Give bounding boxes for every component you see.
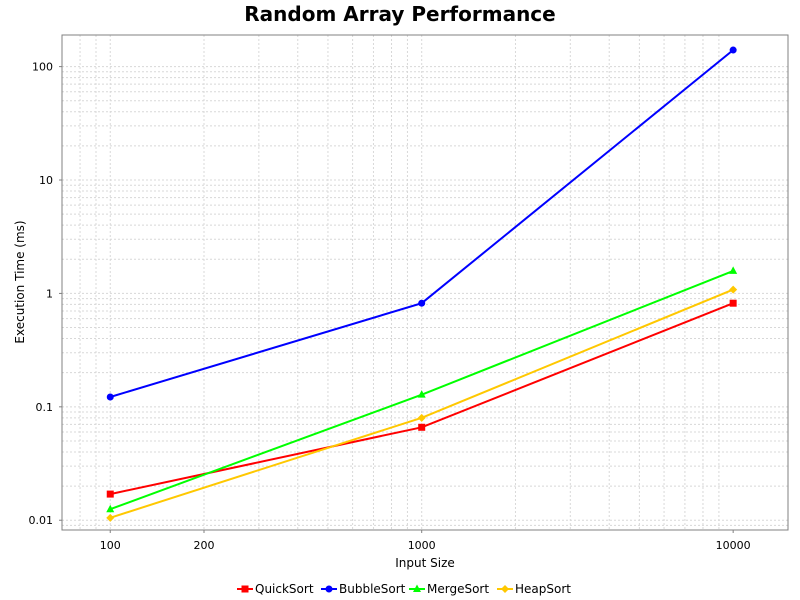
legend-label-heapsort: HeapSort bbox=[515, 582, 571, 596]
legend-item-bubblesort: BubbleSort bbox=[321, 582, 406, 596]
legend-marker-heapsort bbox=[501, 585, 509, 593]
legend-marker-quicksort bbox=[241, 585, 249, 593]
legend-item-quicksort: QuickSort bbox=[237, 582, 314, 596]
y-tick-label: 10 bbox=[39, 174, 53, 187]
data-point-quicksort bbox=[729, 299, 737, 307]
data-point-quicksort bbox=[418, 423, 426, 431]
x-tick-label: 200 bbox=[194, 539, 215, 552]
chart-title: Random Array Performance bbox=[244, 2, 555, 26]
data-point-mergesort bbox=[417, 390, 426, 398]
data-point-quicksort bbox=[106, 490, 114, 498]
y-tick-label: 1 bbox=[46, 287, 53, 300]
series-bubblesort bbox=[106, 46, 737, 401]
data-point-heapsort bbox=[417, 413, 426, 422]
data-point-bubblesort bbox=[418, 299, 426, 307]
y-tick-label: 0.01 bbox=[29, 514, 54, 527]
y-axis-ticks: 0.01 0.1 1 10 100 bbox=[29, 61, 62, 527]
plot-area bbox=[61, 34, 789, 531]
y-axis-label: Execution Time (ms) bbox=[13, 220, 27, 343]
y-tick-label: 0.1 bbox=[36, 401, 54, 414]
legend-label-quicksort: QuickSort bbox=[255, 582, 314, 596]
y-tick-label: 100 bbox=[32, 61, 53, 74]
series-layer bbox=[106, 46, 738, 522]
data-point-mergesort bbox=[729, 266, 738, 274]
x-axis-label: Input Size bbox=[395, 556, 455, 570]
legend-item-mergesort: MergeSort bbox=[409, 582, 489, 596]
legend-label-mergesort: MergeSort bbox=[427, 582, 489, 596]
x-tick-label: 10000 bbox=[716, 539, 751, 552]
legend-label-bubblesort: BubbleSort bbox=[339, 582, 406, 596]
legend-item-heapsort: HeapSort bbox=[497, 582, 571, 596]
grid bbox=[62, 35, 788, 530]
x-tick-label: 1000 bbox=[408, 539, 436, 552]
series-heapsort bbox=[106, 285, 738, 522]
x-tick-label: 100 bbox=[100, 539, 121, 552]
data-point-bubblesort bbox=[106, 393, 114, 401]
data-point-bubblesort bbox=[729, 46, 737, 54]
legend-marker-bubblesort bbox=[325, 585, 333, 593]
x-axis-ticks: 100 200 1000 10000 bbox=[100, 530, 751, 552]
data-point-heapsort bbox=[729, 285, 738, 294]
data-point-heapsort bbox=[106, 513, 115, 522]
legend-marker-mergesort bbox=[413, 584, 421, 592]
data-point-mergesort bbox=[106, 504, 115, 513]
series-mergesort bbox=[106, 266, 738, 513]
legend: QuickSort BubbleSort MergeSort HeapSort bbox=[237, 582, 571, 596]
